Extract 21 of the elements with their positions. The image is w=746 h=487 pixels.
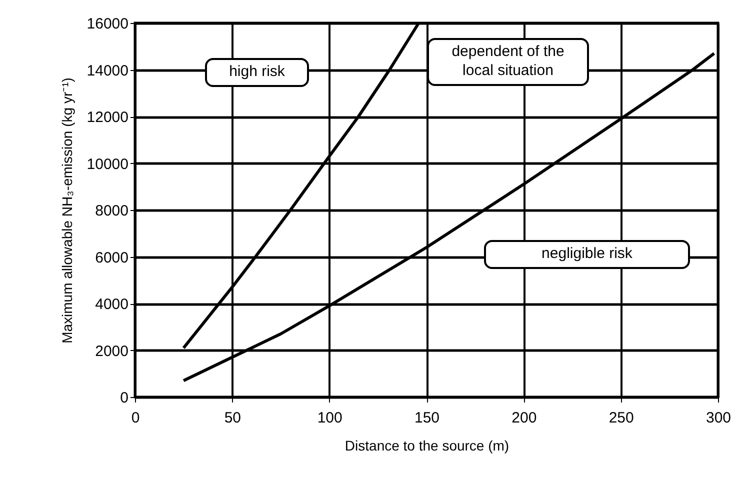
x-tick-label: 50 bbox=[224, 410, 242, 426]
x-tick-label: 100 bbox=[317, 410, 342, 426]
y-tick-label: 4000 bbox=[95, 296, 128, 313]
y-axis-title: Maximum allowable NH₃-emission (kg yr⁻¹) bbox=[58, 78, 75, 344]
y-tick-label: 6000 bbox=[95, 249, 128, 266]
x-axis-title: Distance to the source (m) bbox=[344, 438, 510, 454]
y-tick-label: 14000 bbox=[86, 62, 128, 80]
y-tick-label: 8000 bbox=[95, 202, 128, 220]
y-tick-label: 2000 bbox=[95, 342, 128, 360]
x-tick-label: 250 bbox=[608, 410, 634, 426]
rounded-box: negligible risk bbox=[484, 240, 690, 269]
y-tick-label: 10000 bbox=[86, 156, 128, 173]
y-tick-label: 0 bbox=[120, 390, 128, 406]
x-tick-label: 150 bbox=[414, 410, 440, 426]
y-tick-label: 16000 bbox=[86, 16, 128, 32]
y-tick-label: 12000 bbox=[86, 109, 128, 126]
x-tick-label: 200 bbox=[512, 410, 537, 426]
rounded-box: high risk bbox=[205, 58, 309, 87]
rounded-box: dependent of the local situation bbox=[427, 38, 589, 86]
x-tick-label: 300 bbox=[706, 410, 732, 426]
x-tick-label: 0 bbox=[131, 410, 140, 426]
